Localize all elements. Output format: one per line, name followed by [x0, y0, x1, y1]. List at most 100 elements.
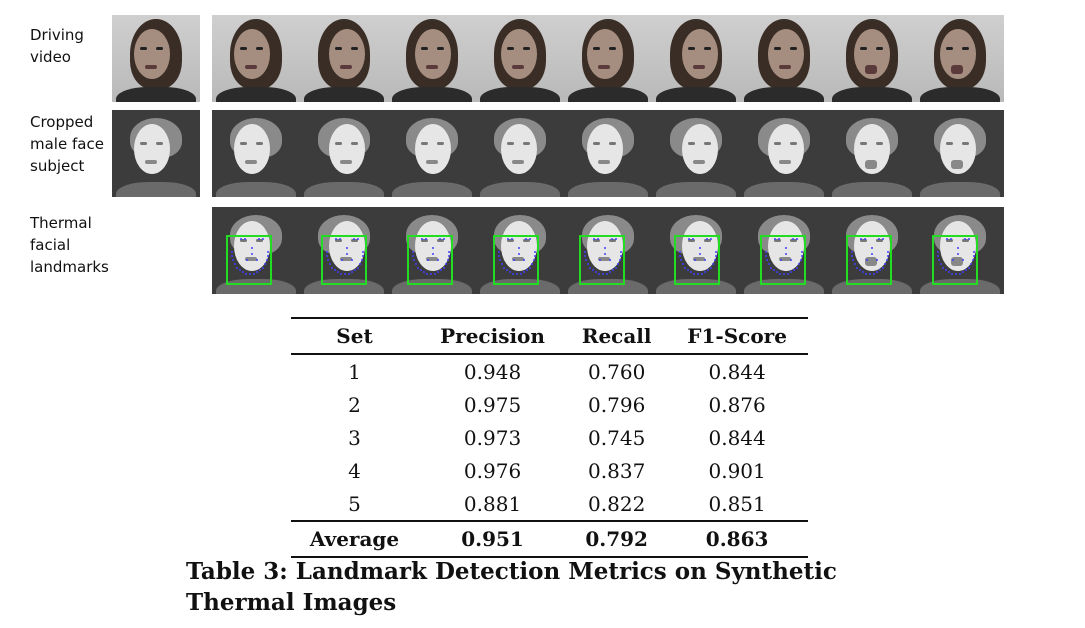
landmark-point — [612, 269, 614, 272]
landmark-point — [700, 272, 703, 275]
landmark-face-image — [916, 207, 1004, 294]
landmark-point — [615, 238, 617, 240]
cell-set: Average — [291, 520, 418, 558]
landmark-point — [412, 255, 415, 258]
driving-face-image — [388, 15, 476, 102]
landmark-point — [251, 247, 253, 249]
landmark-point — [593, 238, 595, 240]
landmark-point — [710, 238, 712, 240]
landmark-point — [783, 273, 785, 275]
landmark-point — [886, 255, 889, 258]
table-average-row: Average 0.951 0.792 0.863 — [291, 520, 808, 558]
header-recall: Recall — [567, 317, 667, 355]
landmark-point — [511, 238, 513, 240]
landmark-point — [969, 263, 972, 266]
header-set: Set — [291, 317, 418, 355]
landmark-point — [327, 259, 330, 262]
landmark-point — [940, 263, 943, 266]
landmark-point — [881, 266, 884, 269]
face-bounding-box — [579, 235, 625, 285]
landmark-point — [432, 247, 434, 249]
cell-recall: 0.796 — [588, 392, 646, 417]
table-row: 2 0.975 0.796 0.876 — [291, 388, 808, 421]
landmark-point — [262, 238, 264, 240]
landmark-point — [498, 255, 501, 258]
landmark-point — [503, 266, 506, 269]
landmark-face-image — [740, 207, 828, 294]
landmark-point — [259, 269, 261, 272]
landmark-point — [242, 271, 245, 274]
landmark-point — [439, 238, 441, 240]
landmark-point — [871, 247, 873, 249]
landmark-point — [251, 253, 253, 255]
landmark-point — [432, 253, 434, 255]
driving-face-image — [740, 15, 828, 102]
landmark-point — [938, 259, 941, 262]
landmark-point — [795, 266, 798, 269]
landmark-point — [779, 272, 782, 275]
landmark-point — [245, 272, 248, 275]
landmark-point — [973, 251, 975, 253]
landmark-point — [608, 271, 611, 274]
landmark-point — [957, 253, 959, 255]
landmark-point — [499, 259, 502, 262]
landmark-point — [444, 263, 447, 266]
landmark-point — [512, 272, 515, 275]
thermal-face-image — [564, 110, 652, 197]
landmark-point — [792, 238, 794, 240]
landmark-point — [516, 273, 518, 275]
landmark-point — [442, 266, 445, 269]
landmark-point — [951, 272, 954, 275]
landmark-point — [598, 272, 601, 275]
landmark-point — [358, 263, 361, 266]
landmark-point — [616, 263, 619, 266]
row-label-thermal-landmarks: Thermal facial landmarks — [30, 214, 109, 276]
driving-video-strip — [212, 15, 1004, 102]
landmark-point — [688, 238, 690, 240]
landmark-point — [584, 251, 586, 253]
landmark-point — [871, 253, 873, 255]
landmark-point — [684, 266, 687, 269]
landmark-point — [522, 271, 525, 274]
landmark-point — [351, 259, 353, 261]
landmark-point — [265, 259, 268, 262]
landmark-point — [238, 269, 241, 272]
landmark-point — [244, 238, 246, 240]
landmark-point — [682, 263, 685, 266]
landmark-point — [618, 259, 621, 262]
landmark-point — [446, 259, 449, 262]
landmark-point — [532, 259, 535, 262]
face-bounding-box — [493, 235, 539, 285]
landmark-face-image — [476, 207, 564, 294]
landmark-point — [885, 259, 888, 262]
landmark-point — [333, 269, 336, 272]
landmark-point — [427, 259, 429, 261]
landmark-point — [875, 271, 878, 274]
landmark-point — [972, 255, 975, 258]
row-label-driving-video: Driving video — [30, 26, 84, 66]
landmark-point — [256, 259, 258, 261]
landmark-point — [234, 263, 237, 266]
landmark-point — [620, 251, 622, 253]
landmark-point — [519, 272, 522, 275]
landmark-point — [437, 259, 439, 261]
landmark-point — [433, 272, 436, 275]
landmark-point — [413, 259, 416, 262]
thermal-face-image — [476, 110, 564, 197]
landmark-point — [337, 271, 340, 274]
face-bounding-box — [674, 235, 720, 285]
landmark-point — [526, 269, 528, 272]
cell-f1: 0.851 — [708, 491, 766, 516]
landmark-point — [498, 251, 500, 253]
landmark-point — [443, 238, 445, 240]
cell-set: 3 — [348, 425, 361, 450]
landmark-point — [584, 255, 587, 258]
landmark-point — [679, 251, 681, 253]
landmark-point — [948, 271, 951, 274]
thermal-face-image — [652, 110, 740, 197]
landmark-point — [962, 259, 964, 261]
landmark-point — [946, 238, 948, 240]
landmark-point — [785, 247, 787, 249]
landmark-point — [339, 238, 341, 240]
landmark-point — [346, 253, 348, 255]
